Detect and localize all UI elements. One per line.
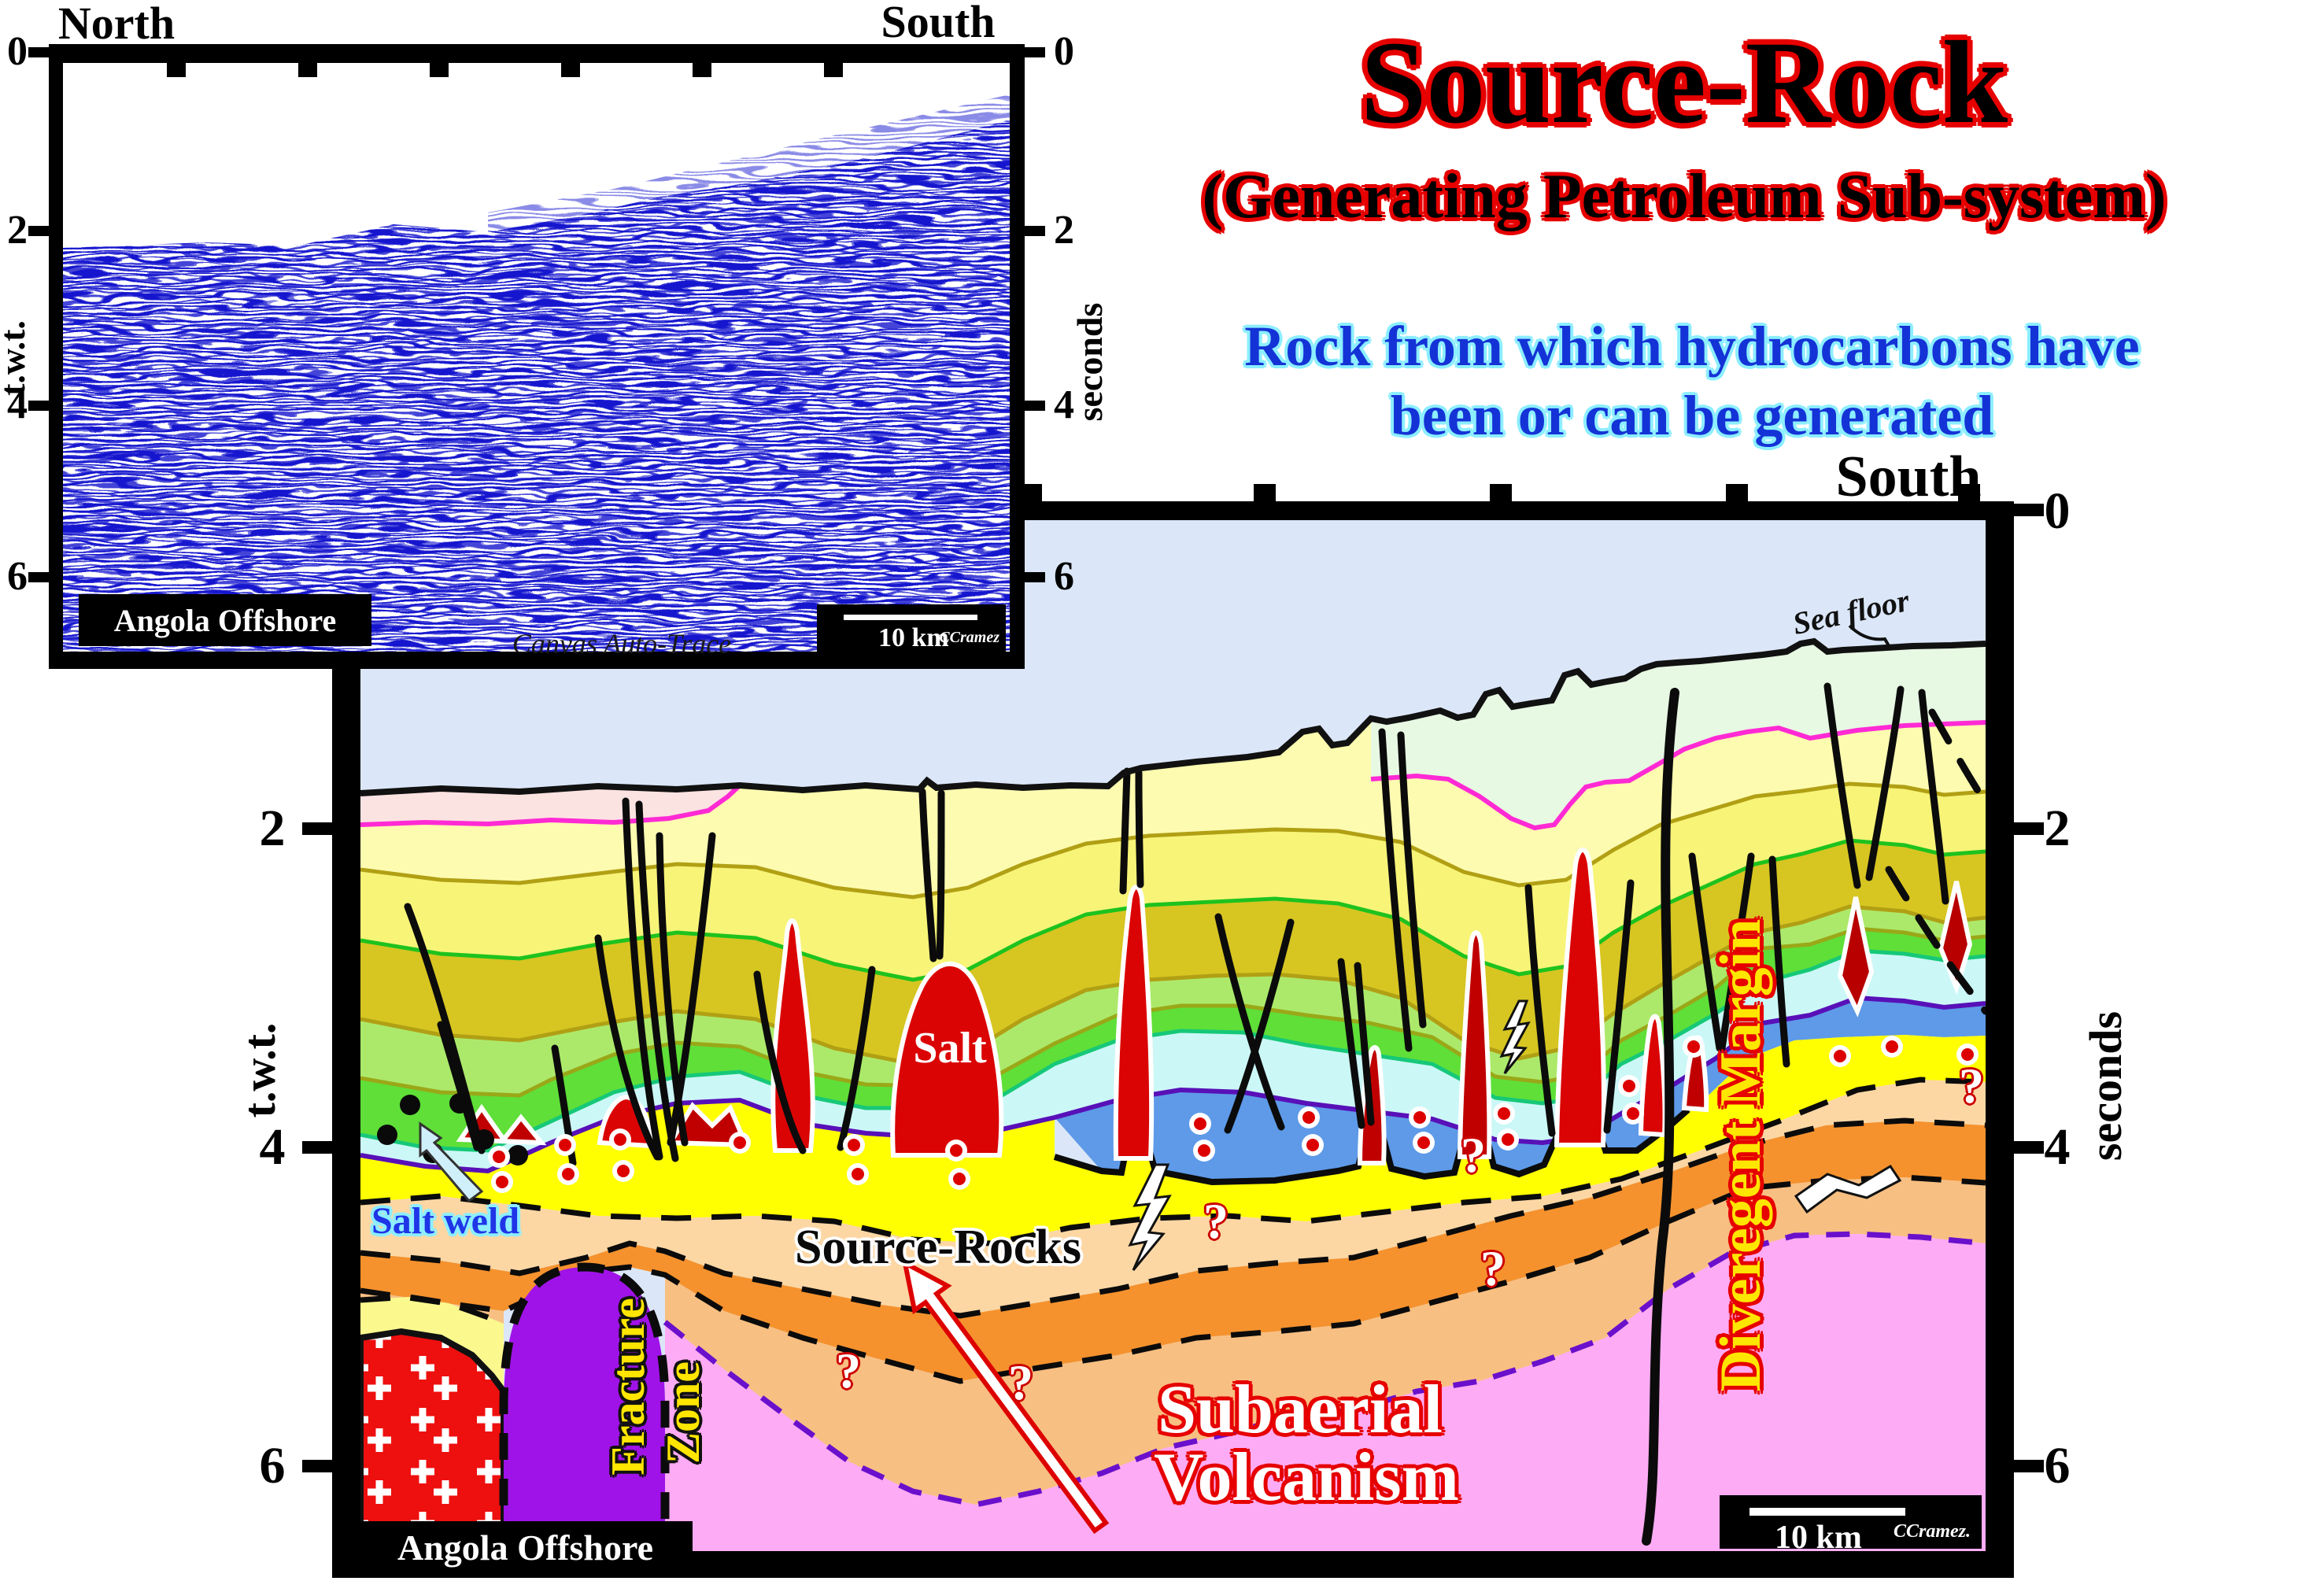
inset-north-label: North bbox=[57, 0, 176, 49]
layer-upper-pale-green-band bbox=[1371, 641, 1986, 828]
inset-right-tick-2: 2 bbox=[1054, 208, 1074, 253]
question-mark-3: ? bbox=[1203, 1193, 1229, 1249]
section-right-tick-0: 0 bbox=[2044, 482, 2071, 540]
section-credit: CCramez. bbox=[1893, 1521, 1971, 1542]
salt-label: Salt bbox=[913, 1024, 987, 1073]
inset-top-tick bbox=[824, 63, 843, 77]
section-right-tick-2: 2 bbox=[2044, 800, 2071, 857]
section-right-tick-4: 4 bbox=[2044, 1118, 2071, 1176]
layer-left-yellow-wedge bbox=[360, 1297, 504, 1391]
salt-diapir-main bbox=[890, 961, 1004, 1158]
inset-location-label: Angola Offshore bbox=[113, 602, 337, 638]
question-mark-4: ? bbox=[1461, 1127, 1486, 1183]
question-mark-6: ? bbox=[1959, 1058, 1984, 1114]
section-axis-twt: t.w.t. bbox=[234, 1022, 285, 1118]
subaerial-volcanism-label-2: Volcanism bbox=[1154, 1439, 1459, 1516]
salt-weld-label: Salt weld bbox=[371, 1200, 520, 1242]
source-rocks-arrow bbox=[901, 1258, 1110, 1535]
inset-right-tick-6: 6 bbox=[1054, 554, 1074, 599]
layer-blue bbox=[1055, 998, 1986, 1182]
question-mark-1: ? bbox=[836, 1343, 861, 1398]
inset-right-tick bbox=[1025, 572, 1045, 582]
inset-top-tick bbox=[693, 63, 711, 77]
inset-right-tick bbox=[1025, 226, 1045, 236]
seafloor-pointer bbox=[1848, 624, 1892, 650]
title-main: Source-Rock bbox=[1360, 17, 2008, 148]
title-paren: (Generating Petroleum Sub-system) bbox=[1202, 162, 2167, 231]
inset-scalebar-box: 10 km CCramez bbox=[817, 604, 1006, 652]
layer-yellow-salt-level bbox=[360, 1035, 1986, 1243]
seismic-image bbox=[63, 63, 1010, 652]
red-dot-markers bbox=[488, 1036, 1979, 1193]
inset-left-tick-4: 4 bbox=[7, 382, 28, 427]
layer-lower-peach bbox=[665, 1177, 1986, 1505]
question-mark-5: ? bbox=[1480, 1240, 1506, 1296]
inset-axis-seconds: seconds bbox=[1070, 302, 1110, 422]
inset-top-tick bbox=[298, 63, 317, 77]
inset-left-tick-6: 6 bbox=[7, 554, 28, 599]
section-left-tick-6: 6 bbox=[259, 1437, 286, 1494]
inset-left-tick bbox=[28, 572, 49, 582]
layer-upper-peach bbox=[360, 1080, 1986, 1316]
inset-left-tick bbox=[28, 47, 49, 57]
section-left-tick-2: 2 bbox=[259, 800, 286, 857]
inset-watermark: Canvas Auto-Trace bbox=[512, 628, 732, 659]
fracture-zone-label-1: Fracture bbox=[602, 1298, 654, 1476]
inset-scale-label: 10 km bbox=[878, 623, 949, 652]
inset-south-label: South bbox=[881, 0, 996, 47]
fracture-zone-label-2: Zone bbox=[657, 1361, 709, 1465]
inset-credit: CCramez bbox=[939, 629, 999, 646]
inset-axis-twt: t.w.t. bbox=[0, 320, 32, 396]
layer-upper-pink-band bbox=[360, 785, 740, 825]
inset-frame-left bbox=[49, 44, 63, 669]
source-rocks-label: Source-Rocks bbox=[795, 1221, 1081, 1274]
inset-frame-bottom bbox=[49, 652, 1025, 669]
fault-lines bbox=[404, 682, 1986, 1167]
definition-line-2: been or can be generated bbox=[1390, 384, 1994, 447]
inset-frame-top bbox=[49, 44, 1025, 63]
inset-left-tick-2: 2 bbox=[7, 208, 28, 253]
section-axis-seconds: seconds bbox=[2080, 1010, 2131, 1162]
inset-right-tick bbox=[1025, 47, 1045, 57]
subaerial-volcanism-label-1: Subaerial bbox=[1158, 1372, 1443, 1448]
inset-right-tick-0: 0 bbox=[1054, 29, 1074, 74]
basement-block bbox=[360, 1328, 507, 1551]
lightning-bolts bbox=[1128, 999, 1902, 1271]
section-right-tick-6: 6 bbox=[2044, 1437, 2071, 1494]
inset-top-tick bbox=[561, 63, 580, 77]
question-mark-2: ? bbox=[1008, 1354, 1033, 1410]
divergent-margin-fault bbox=[1642, 688, 1679, 1546]
inset-left-tick bbox=[28, 226, 49, 236]
section-location-box: Angola Offshore bbox=[358, 1521, 693, 1573]
inset-top-tick bbox=[167, 63, 186, 77]
inset-right-tick bbox=[1025, 401, 1045, 411]
inset-scalebar-line bbox=[844, 615, 977, 620]
section-south-label: South bbox=[1835, 445, 1982, 509]
divergent-margin-label: Diveregent Margin bbox=[1709, 918, 1773, 1392]
inset-location-box: Angola Offshore bbox=[79, 594, 371, 646]
inset-frame-right bbox=[1010, 44, 1025, 669]
inset-left-tick bbox=[28, 401, 49, 411]
inset-top-tick bbox=[430, 63, 449, 77]
inset-right-tick-4: 4 bbox=[1054, 382, 1074, 427]
section-scale-label: 10 km bbox=[1775, 1520, 1862, 1556]
section-scalebar-line bbox=[1749, 1508, 1905, 1516]
layer-orange-source-rocks bbox=[360, 1121, 1986, 1381]
fracture-zone-body bbox=[499, 1262, 670, 1551]
salt-weld-arrow bbox=[419, 1121, 484, 1203]
section-interior bbox=[360, 520, 1986, 1551]
definition-line-1: Rock from which hydrocarbons have bbox=[1244, 315, 2140, 378]
section-left-tick-4: 4 bbox=[259, 1118, 286, 1176]
volcanics-top-dashed bbox=[663, 1231, 1986, 1508]
section-scalebar-box: 10 km CCramez. bbox=[1720, 1495, 1982, 1556]
section-location-label: Angola Offshore bbox=[397, 1527, 653, 1568]
seafloor-line bbox=[360, 637, 1986, 796]
inset-left-tick-0: 0 bbox=[7, 29, 28, 74]
